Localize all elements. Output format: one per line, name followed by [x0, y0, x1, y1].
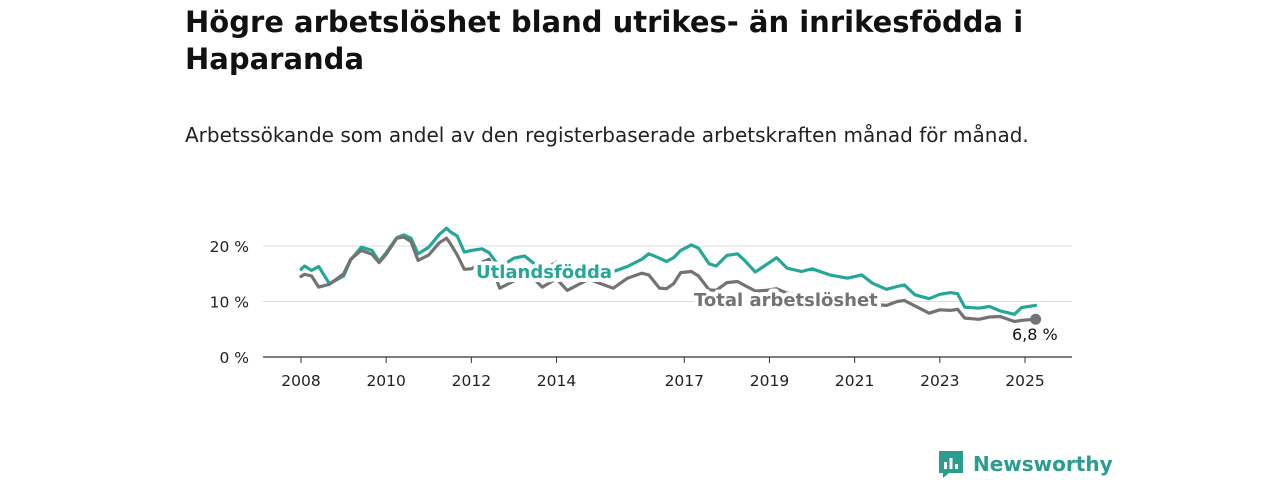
y-tick-label: 10 %: [210, 294, 249, 312]
y-tick-label: 0 %: [219, 349, 249, 367]
series-line-total: [299, 235, 1038, 324]
newsworthy-icon: [939, 451, 963, 478]
series-label-utlandsfodda: Utlandsfödda: [476, 262, 612, 283]
series-line-utlandsfodda: [299, 226, 1038, 316]
end-point-marker: [1030, 313, 1042, 325]
chart-subtitle: Arbetssökande som andel av den registerb…: [185, 123, 1029, 147]
x-tick-label: 2023: [920, 372, 959, 390]
chart-title: Högre arbetslöshet bland utrikes- än inr…: [185, 5, 1024, 76]
grid-lines: [263, 245, 1072, 358]
x-tick-label: 2025: [1005, 372, 1044, 390]
newsworthy-logo: Newsworthy: [937, 449, 1113, 479]
brand-name: Newsworthy: [973, 452, 1113, 476]
x-tick-label: 2010: [366, 372, 405, 390]
x-tick-label: 2014: [537, 372, 576, 390]
x-tick-label: 2017: [665, 372, 704, 390]
x-tick-label: 2012: [452, 372, 491, 390]
series-group: [299, 226, 1038, 324]
x-tick-label: 2021: [835, 372, 874, 390]
x-axis: 2008 2010 2012 2014 2017 2019 2021 2023 2025: [281, 357, 1045, 390]
series-labels: Utlandsfödda Total arbetslöshet 6,8 %: [472, 258, 1061, 347]
y-axis: 0 % 10 % 20 %: [210, 238, 249, 367]
x-tick-label: 2019: [750, 372, 789, 390]
y-tick-label: 20 %: [210, 238, 249, 256]
line-chart: 0 % 10 % 20 % 2008 2010 2012 2014 2017 2019 2021…: [210, 226, 1072, 390]
x-tick-label: 2008: [281, 372, 320, 390]
series-label-total: Total arbetslöshet: [694, 290, 878, 311]
end-value-label: 6,8 %: [1012, 325, 1058, 344]
